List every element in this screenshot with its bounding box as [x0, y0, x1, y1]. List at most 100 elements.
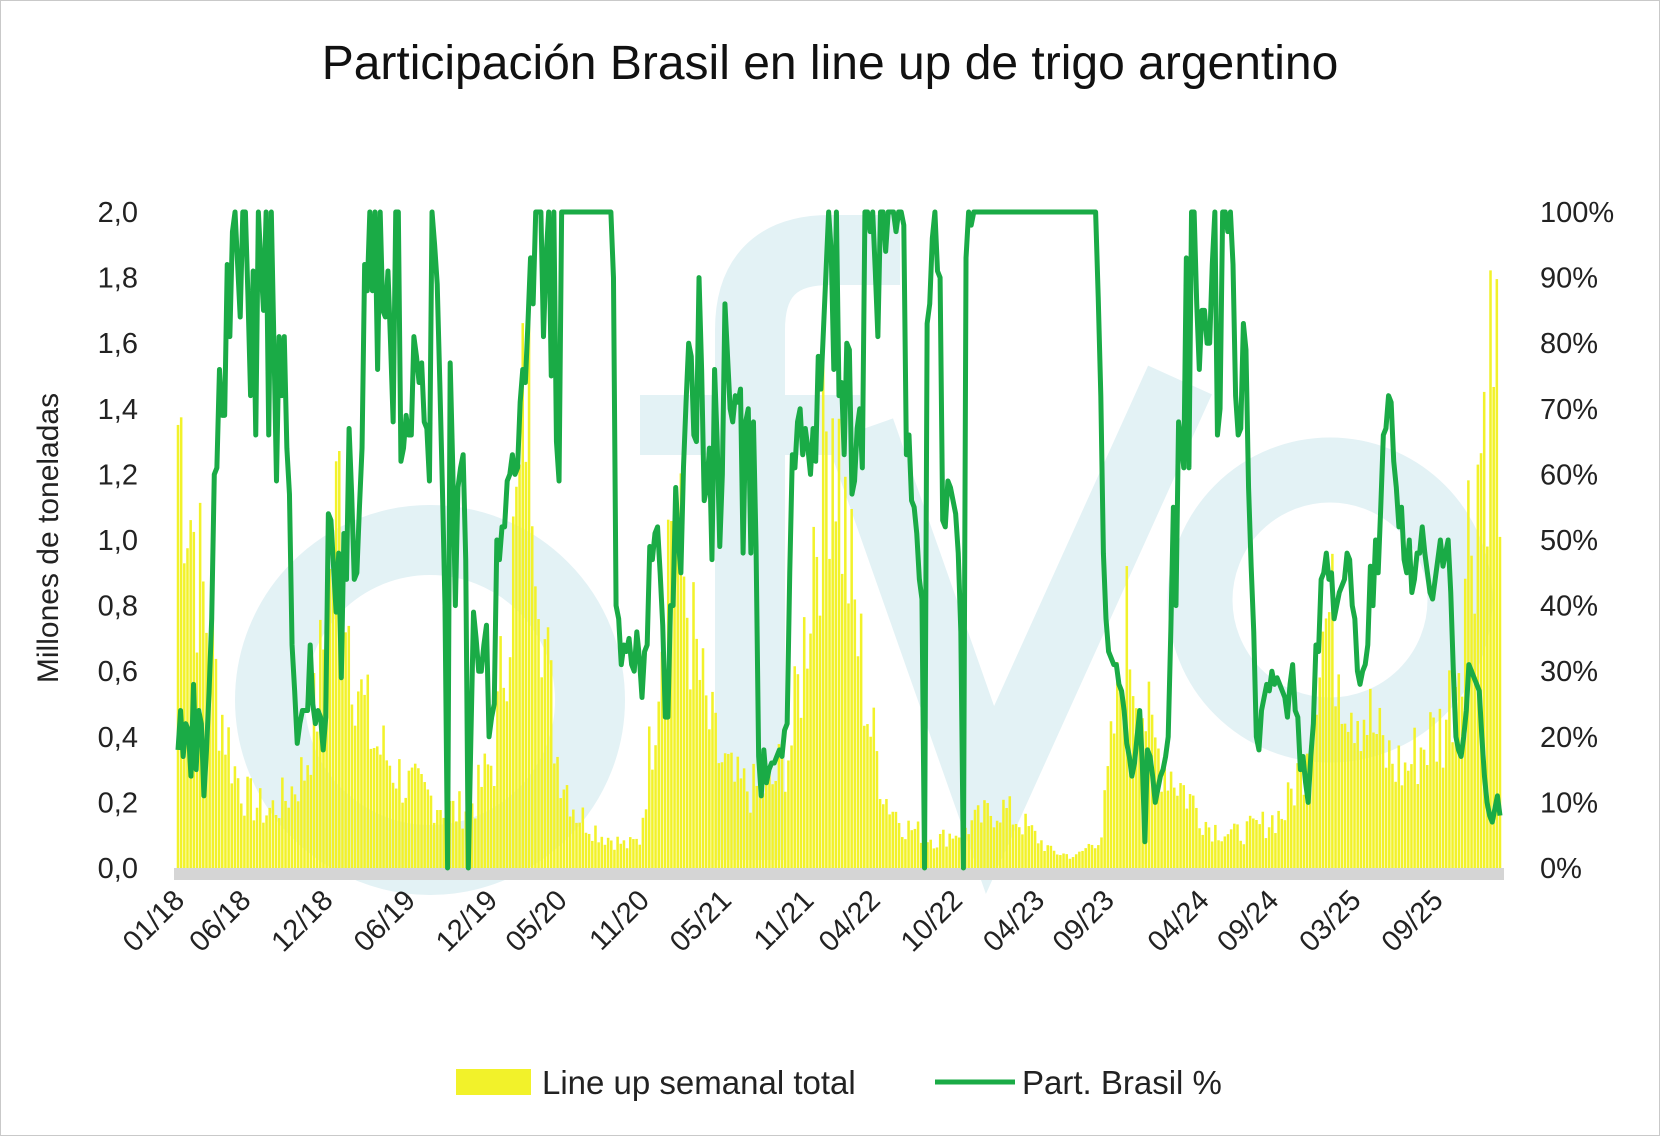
bar [1454, 686, 1457, 868]
bar [1210, 841, 1214, 868]
bar [474, 818, 477, 868]
bar [1195, 807, 1198, 868]
bar [309, 774, 313, 868]
bar [1482, 391, 1486, 868]
bar [537, 619, 540, 868]
x-tick-label: 06/19 [348, 884, 422, 958]
y-right-tick-label: 60% [1540, 459, 1598, 491]
bar [404, 797, 407, 868]
bar [679, 473, 683, 868]
bar [1321, 631, 1325, 868]
bar [461, 828, 464, 868]
bar [1388, 740, 1391, 868]
bar [610, 840, 613, 868]
bar [281, 777, 284, 868]
bar [828, 558, 831, 868]
bar [619, 843, 623, 868]
bar [1021, 834, 1024, 868]
bar [493, 785, 496, 868]
bar [1375, 734, 1378, 868]
bar [1033, 830, 1037, 868]
x-tick-label: 11/20 [583, 884, 655, 956]
x-tick-label: 04/24 [1142, 884, 1216, 958]
bar [1018, 827, 1021, 868]
bar [723, 753, 727, 868]
bar [777, 744, 781, 868]
bar [1049, 845, 1053, 868]
y-left-tick-label: 1,6 [98, 328, 138, 360]
bar [1489, 270, 1492, 868]
bar [530, 526, 534, 868]
bar [1005, 808, 1008, 868]
bar [689, 689, 692, 868]
bar [290, 786, 294, 868]
bar [1176, 795, 1179, 868]
bar [771, 784, 774, 868]
x-tick-label: 03/25 [1294, 884, 1368, 958]
bar [840, 573, 844, 868]
bar [1476, 464, 1480, 868]
bar [1296, 763, 1299, 868]
bar [999, 822, 1002, 868]
bar [638, 844, 642, 868]
bar [347, 625, 351, 868]
bar [1131, 696, 1135, 868]
bar [622, 840, 626, 868]
bar [698, 679, 702, 868]
bar [1166, 790, 1170, 868]
bar [505, 701, 509, 868]
bar [888, 814, 891, 868]
bar [821, 332, 825, 868]
bar [897, 823, 901, 868]
bar [856, 656, 860, 868]
bar [420, 774, 423, 868]
bar [436, 810, 439, 868]
bar [429, 795, 433, 868]
bar [1214, 824, 1217, 868]
bar [727, 753, 730, 868]
bar [948, 833, 951, 868]
bar [945, 846, 948, 868]
bar [357, 691, 360, 868]
bar [809, 633, 812, 868]
bar [866, 724, 869, 868]
bar [1492, 386, 1495, 868]
bar [518, 464, 521, 868]
bar [1226, 834, 1230, 868]
bar [1267, 827, 1271, 868]
bar [328, 568, 332, 868]
bar [752, 763, 755, 868]
bar [894, 811, 898, 868]
bar [761, 793, 765, 868]
bar [632, 839, 635, 868]
bar [534, 586, 537, 868]
bar [1369, 688, 1372, 868]
bar [1024, 813, 1027, 868]
bar [496, 691, 499, 868]
bar [859, 613, 863, 868]
bar [572, 809, 575, 868]
bar [1191, 795, 1195, 868]
bar [1245, 821, 1249, 868]
y-left-tick-label: 2,0 [98, 197, 138, 229]
bar [644, 809, 648, 868]
bar [1280, 818, 1284, 868]
bar [1346, 731, 1350, 868]
bar [711, 691, 714, 868]
bar [1068, 858, 1072, 868]
bar [720, 762, 724, 868]
bar [1340, 723, 1344, 868]
bar [1138, 744, 1141, 868]
y-right-tick-label: 80% [1540, 328, 1598, 360]
bar [717, 763, 721, 868]
bar [540, 677, 543, 868]
bar [910, 830, 914, 868]
bar [1160, 791, 1163, 868]
bar [938, 834, 942, 868]
x-tick-label: 05/20 [500, 884, 574, 958]
bar [942, 829, 945, 868]
bar [1305, 753, 1309, 868]
bar [594, 825, 597, 868]
bar [1403, 762, 1407, 868]
